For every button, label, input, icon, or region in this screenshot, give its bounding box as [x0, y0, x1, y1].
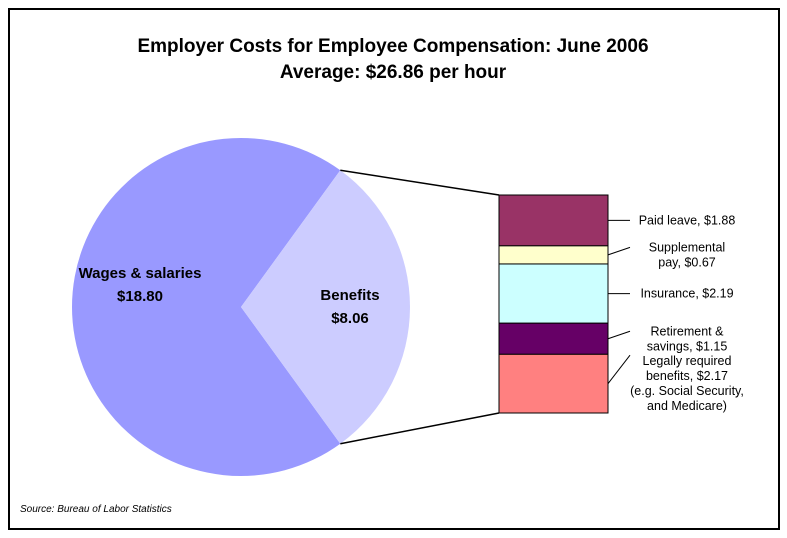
slice-labels: Wages & salaries $18.80 Benefits $8.06 [79, 265, 380, 327]
leader-line-legally-required [607, 354, 631, 384]
connector-bottom [340, 412, 500, 445]
slice-label-wages-value: $18.80 [117, 288, 163, 305]
connector-top [340, 169, 500, 196]
source-note: Source: Bureau of Labor Statistics [20, 504, 172, 515]
pie-slice-wages [71, 137, 341, 477]
breakdown-bar [498, 194, 609, 414]
segment-label-supplemental-pay: Supplemental pay, $0.67 [649, 240, 725, 269]
segment-label-legally-required: Legally required benefits, $2.17 (e.g. Soc… [630, 354, 744, 413]
slice-label-benefits-name: Benefits [320, 287, 379, 304]
segment-label-retirement-savings: Retirement & savings, $1.15 [647, 324, 728, 353]
chart-subtitle: Average: $26.86 per hour [280, 62, 507, 83]
bar-segment-paid-leave [498, 194, 609, 247]
bar-segment-insurance [498, 263, 609, 324]
leader-line-retirement-savings [607, 330, 631, 340]
chart-title: Employer Costs for Employee Compensation… [137, 36, 648, 57]
connector-lines [340, 169, 500, 445]
segment-label-paid-leave: Paid leave, $1.88 [639, 213, 736, 227]
slice-label-benefits-value: $8.06 [331, 310, 369, 327]
slice-label-wages-name: Wages & salaries [79, 265, 202, 282]
segment-label-insurance: Insurance, $2.19 [640, 287, 733, 301]
bar-segment-retirement-savings [498, 322, 609, 355]
segment-labels: Paid leave, $1.88 Supplemental pay, $0.67 I… [607, 213, 744, 413]
pie-slice-benefits [241, 170, 410, 444]
pie [71, 137, 410, 477]
leader-line-supplemental-pay [607, 246, 631, 256]
bar-segment-supplemental-pay [498, 245, 609, 265]
bar-segment-legally-required [498, 353, 609, 414]
